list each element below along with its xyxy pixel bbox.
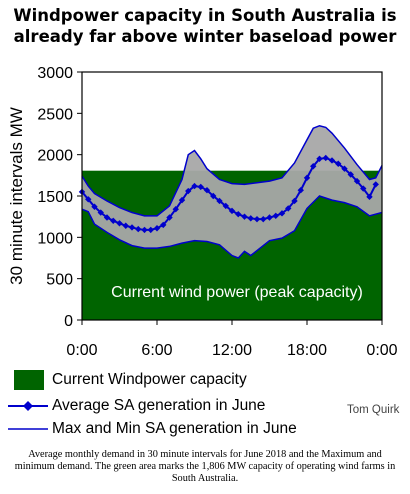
average-data-point: [303, 174, 311, 182]
x-tick-label: 18:00: [287, 342, 327, 359]
average-data-point: [166, 214, 173, 221]
y-tick-label: 500: [46, 272, 73, 289]
average-data-point: [116, 220, 123, 227]
average-data-point: [360, 185, 367, 192]
average-data-point: [185, 187, 192, 195]
average-data-point: [253, 215, 261, 223]
y-tick-label: 0: [64, 313, 73, 330]
legend-item-wind-capacity: Current Windpower capacity: [0, 369, 247, 391]
wind-area-label: Current wind power (peak capacity): [111, 284, 363, 301]
average-data-point: [278, 210, 286, 217]
x-tick-label: 0:00: [366, 342, 397, 359]
chart-title-line-2: already far above winter baseload power: [13, 27, 397, 46]
average-data-point: [272, 212, 279, 220]
y-tick-label: 2000: [37, 148, 73, 165]
x-tick-label: 12:00: [212, 342, 252, 359]
max-min-band: [82, 125, 382, 258]
figure-caption: Average monthly demand in 30 minute inte…: [14, 449, 396, 484]
legend-item-average: Average SA generation in June: [0, 395, 265, 417]
average-data-point: [103, 214, 111, 221]
y-axis-label: 30 minute intervals MW: [7, 107, 26, 285]
average-data-point: [110, 217, 117, 224]
average-data-point: [310, 163, 317, 170]
legend-swatch-line: [6, 422, 50, 436]
average-data-point: [328, 157, 336, 164]
average-data-point: [235, 210, 242, 218]
average-data-point: [335, 160, 342, 167]
legend-label: Average SA generation in June: [52, 397, 266, 414]
average-data-point: [122, 222, 129, 229]
average-data-point: [172, 206, 179, 213]
average-data-point: [128, 224, 136, 231]
average-data-point: [135, 225, 142, 233]
legend-item-max-min: Max and Min SA generation in June: [0, 418, 297, 440]
average-data-point: [91, 203, 98, 210]
average-data-point: [216, 197, 223, 205]
average-data-point: [266, 214, 273, 221]
average-data-point: [203, 187, 211, 194]
average-data-point: [353, 177, 361, 185]
legend-swatch-line-diamond: [6, 399, 50, 413]
y-tick-label: 1000: [37, 230, 73, 247]
average-data-point: [247, 215, 254, 222]
average-data-point: [347, 171, 354, 178]
max-generation-line: [81, 124, 383, 217]
y-tick-label: 1500: [37, 189, 73, 206]
average-data-point: [97, 209, 104, 216]
average-data-point: [285, 205, 292, 212]
average-data-point: [241, 213, 248, 220]
legend-label: Max and Min SA generation in June: [52, 420, 297, 437]
min-generation-line: [81, 195, 383, 259]
average-data-point: [210, 192, 217, 200]
average-data-point: [366, 193, 373, 201]
author-credit: Tom Quirk: [347, 404, 400, 416]
average-data-point: [222, 202, 229, 210]
x-tick-label: 0:00: [66, 342, 97, 359]
legend-swatch-green: [14, 370, 44, 390]
average-data-point: [85, 196, 92, 203]
average-data-point: [341, 165, 348, 172]
average-data-point: [153, 225, 161, 232]
chart-title-line-1: Windpower capacity in South Australia is: [13, 6, 397, 25]
average-data-point: [191, 182, 198, 190]
average-data-point: [297, 187, 304, 194]
y-tick-label: 2500: [37, 106, 73, 123]
average-data-point: [197, 183, 204, 191]
average-data-point: [291, 197, 298, 205]
average-data-point: [372, 181, 379, 188]
average-data-point: [141, 226, 148, 234]
average-data-point: [228, 207, 236, 215]
y-tick-label: 3000: [37, 65, 73, 82]
average-data-point: [147, 226, 154, 234]
legend-label: Current Windpower capacity: [52, 371, 247, 388]
average-data-point: [316, 155, 323, 162]
average-data-point: [322, 154, 329, 162]
average-data-point: [178, 196, 186, 204]
average-data-point: [160, 221, 167, 229]
plot-area: 0 500 1000 1500 2000 2500 3000 0:00 6:00 12:00 18:…: [37, 65, 397, 359]
x-tick-label: 6:00: [141, 342, 172, 359]
average-data-point: [260, 215, 267, 223]
